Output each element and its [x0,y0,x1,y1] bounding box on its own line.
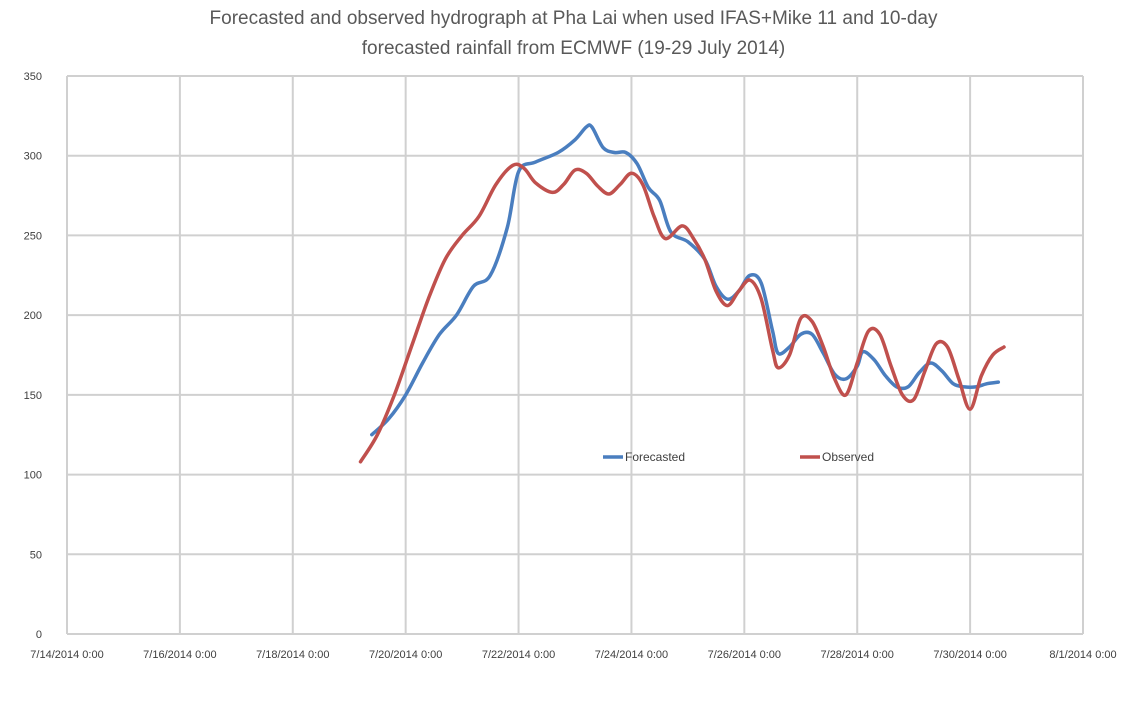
x-tick-label: 7/18/2014 0:00 [256,649,329,661]
series-line-forecasted [370,123,1001,437]
x-tick-label: 8/1/2014 0:00 [1049,649,1116,661]
legend-label-observed: Observed [822,450,874,464]
x-tick-label: 7/16/2014 0:00 [143,649,216,661]
x-tick-label: 7/14/2014 0:00 [30,649,103,661]
x-tick-label: 7/24/2014 0:00 [595,649,668,661]
y-tick-label: 300 [24,151,42,163]
chart-title: Forecasted and observed hydrograph at Ph… [0,4,1147,64]
y-tick-label: 100 [24,470,42,482]
y-tick-label: 50 [30,549,42,561]
legend: Forecasted Observed [603,450,874,464]
y-tick-label: 0 [36,629,42,641]
chart-title-line-2: forecasted rainfall from ECMWF (19-29 Ju… [361,38,786,59]
legend-label-forecasted: Forecasted [625,450,685,464]
y-tick-label: 250 [24,230,42,242]
series-lines [358,123,1006,464]
y-tick-label: 350 [24,71,42,83]
x-tick-label: 7/26/2014 0:00 [708,649,781,661]
axes: 0 50 100 150 200 250 300 350 7/14/2014 0:00 7/16/… [24,71,1117,661]
x-tick-label: 7/20/2014 0:00 [369,649,442,661]
x-tick-label: 7/22/2014 0:00 [482,649,555,661]
series-line-observed [358,162,1006,464]
x-tick-label: 7/28/2014 0:00 [821,649,894,661]
x-tick-label: 7/30/2014 0:00 [933,649,1006,661]
y-tick-label: 200 [24,310,42,322]
gridlines [66,75,1084,635]
chart-title-line-1: Forecasted and observed hydrograph at Ph… [209,8,938,29]
y-tick-label: 150 [24,390,42,402]
